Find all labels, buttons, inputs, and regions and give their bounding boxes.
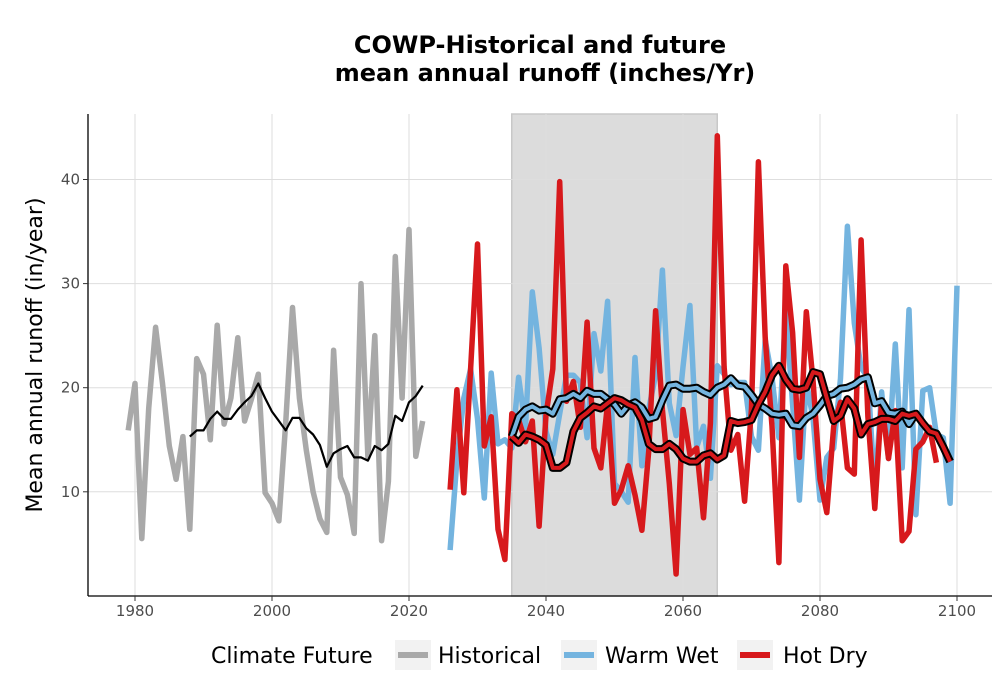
x-tick-label: 2100	[938, 602, 976, 620]
y-tick-label: 40	[61, 171, 80, 189]
x-tick-label: 2060	[664, 602, 702, 620]
series-line-hot-dry	[447, 133, 940, 577]
x-tick-label: 2080	[801, 602, 839, 620]
smoothed-line-hot-dry	[510, 363, 952, 470]
y-tick-label: 30	[61, 275, 80, 293]
smoothed-line-historical	[189, 382, 424, 468]
y-axis-title: Mean annual runoff (in/year)	[23, 197, 48, 512]
legend-title: Climate Future	[211, 644, 373, 669]
legend-label: Warm Wet	[605, 644, 719, 669]
series-layer	[125, 133, 960, 577]
x-tick-label: 1980	[116, 602, 154, 620]
series-line-historical	[125, 226, 426, 544]
y-tick-label: 10	[61, 483, 80, 501]
legend-label: Hot Dry	[783, 644, 868, 669]
y-tick-label: 20	[61, 379, 80, 397]
x-tick-label: 2020	[390, 602, 428, 620]
chart-title: COWP-Historical and future	[354, 31, 726, 59]
x-tick-label: 2040	[527, 602, 565, 620]
chart-subtitle: mean annual runoff (inches/Yr)	[335, 59, 756, 87]
legend: Climate Future Historical Warm Wet Hot Dry	[211, 640, 868, 670]
smoothed-line-warm-wet	[509, 375, 918, 438]
x-tick-label: 2000	[253, 602, 291, 620]
legend-label: Historical	[438, 644, 541, 669]
axes-layer: 1980 2000 2020 2040 2060 2080 2100 10 20 30 40	[61, 114, 992, 620]
